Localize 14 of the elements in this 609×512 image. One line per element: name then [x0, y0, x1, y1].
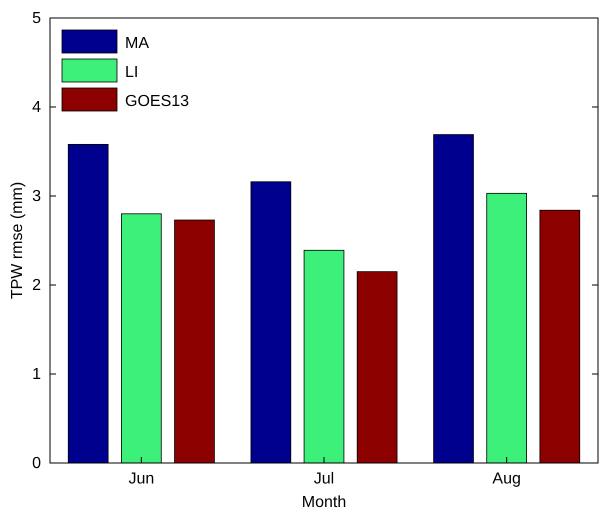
- y-tick-label: 0: [32, 455, 42, 472]
- y-tick-label: 4: [32, 99, 42, 116]
- y-axis-title: TPW rmse (mm): [9, 182, 26, 300]
- y-tick-label: 3: [32, 188, 42, 206]
- y-tick-label: 2: [32, 277, 42, 294]
- legend-label: MA: [125, 35, 150, 52]
- legend-label: LI: [125, 64, 138, 81]
- x-tick-label: Jul: [314, 470, 334, 488]
- legend-label: GOES13: [125, 93, 190, 110]
- x-tick-label: Jun: [128, 470, 154, 488]
- x-tick-label: Aug: [492, 470, 521, 488]
- y-tick-label: 1: [32, 366, 42, 384]
- x-axis-title: Month: [302, 494, 346, 511]
- y-tick-label: 5: [32, 10, 42, 28]
